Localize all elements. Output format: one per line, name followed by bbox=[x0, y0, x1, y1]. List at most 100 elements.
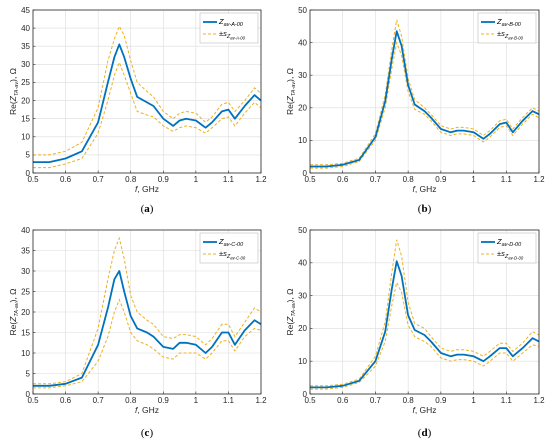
y-tick-label: 10 bbox=[298, 357, 307, 366]
y-tick-label: 0 bbox=[26, 390, 31, 399]
series-mean bbox=[310, 260, 540, 389]
y-tick-label: 5 bbox=[26, 369, 31, 378]
panel-caption: (a) bbox=[141, 203, 154, 215]
y-tick-label: 50 bbox=[298, 226, 307, 235]
x-tick-label: 1 bbox=[194, 175, 199, 184]
x-tick-label: 1.1 bbox=[223, 396, 235, 405]
y-tick-label: 5 bbox=[26, 151, 31, 160]
x-tick-label: 0.5 bbox=[304, 396, 316, 405]
y-tick-label: 30 bbox=[21, 60, 30, 69]
series-upper-band bbox=[310, 239, 540, 387]
y-tick-label: 0 bbox=[303, 390, 308, 399]
y-tick-label: 30 bbox=[298, 291, 307, 300]
legend-box bbox=[477, 12, 537, 44]
series-mean bbox=[33, 270, 262, 387]
x-tick-label: 0.9 bbox=[158, 396, 170, 405]
y-tick-label: 35 bbox=[21, 246, 30, 255]
series-upper-band bbox=[33, 236, 262, 385]
y-tick-label: 35 bbox=[21, 42, 30, 51]
series-mean bbox=[310, 30, 540, 168]
legend-label-band: ±sZav-A-00 bbox=[219, 29, 246, 41]
series-upper-band bbox=[310, 19, 540, 166]
y-axis-label: Re(ZTA-av), Ω bbox=[8, 288, 20, 335]
x-tick-label: 0.8 bbox=[403, 396, 415, 405]
y-tick-label: 30 bbox=[298, 71, 307, 80]
x-tick-label: 1.1 bbox=[501, 396, 513, 405]
axes-frame bbox=[309, 9, 540, 174]
series-lower-band bbox=[33, 61, 262, 169]
x-tick-label: 1.1 bbox=[223, 175, 235, 184]
x-tick-label: 0.6 bbox=[60, 175, 72, 184]
x-tick-label: 1 bbox=[471, 396, 476, 405]
legend: Zav-C-00±sZav-C-00 bbox=[199, 232, 259, 264]
axes-frame bbox=[32, 229, 262, 395]
x-axis-label: f, GHz bbox=[412, 184, 436, 194]
y-axis-label: Re(ZTA-av), Ω bbox=[8, 68, 20, 115]
x-tick-label: 1.2 bbox=[533, 175, 545, 184]
y-tick-label: 15 bbox=[21, 114, 30, 123]
series-lower-band bbox=[310, 40, 540, 169]
legend-label-band: ±sZav-C-00 bbox=[219, 249, 246, 261]
legend-box bbox=[199, 232, 259, 264]
x-tick-label: 0.9 bbox=[435, 175, 447, 184]
panel-caption: (d) bbox=[418, 427, 432, 439]
x-tick-label: 1.2 bbox=[533, 396, 545, 405]
x-tick-label: 0.9 bbox=[158, 175, 170, 184]
axes-frame bbox=[32, 9, 262, 174]
y-tick-label: 20 bbox=[21, 96, 30, 105]
legend-label-mean: Zav-B-00 bbox=[496, 17, 522, 28]
y-tick-label: 45 bbox=[21, 6, 30, 15]
x-axis-label: f, GHz bbox=[135, 184, 159, 194]
y-tick-label: 10 bbox=[298, 136, 307, 145]
y-tick-label: 20 bbox=[298, 104, 307, 113]
legend: Zav-A-00±sZav-A-00 bbox=[199, 12, 259, 44]
legend-box bbox=[477, 232, 537, 264]
y-tick-label: 40 bbox=[21, 24, 30, 33]
chart-panel-3: 0 5 10 15 20 25 30 35 40 0.5 0.6 0.7 0.8 0.9 1 1.1 1.2 f,… bbox=[8, 226, 267, 439]
x-tick-label: 0.6 bbox=[337, 396, 349, 405]
y-tick-label: 20 bbox=[298, 324, 307, 333]
x-tick-label: 0.8 bbox=[403, 175, 415, 184]
x-tick-label: 0.5 bbox=[304, 175, 316, 184]
x-tick-label: 0.6 bbox=[337, 175, 349, 184]
legend-label-mean: Zav-A-00 bbox=[218, 17, 244, 28]
x-tick-label: 0.6 bbox=[60, 396, 72, 405]
x-axis-label: f, GHz bbox=[135, 405, 159, 415]
legend-label-band: ±sZav-B-00 bbox=[497, 29, 524, 41]
y-tick-label: 0 bbox=[303, 169, 308, 178]
series-lower-band bbox=[33, 298, 262, 389]
legend: Zav-B-00±sZav-B-00 bbox=[477, 12, 537, 44]
x-tick-label: 1.2 bbox=[255, 396, 267, 405]
panel-caption: (b) bbox=[418, 203, 432, 215]
y-tick-label: 10 bbox=[21, 349, 30, 358]
y-tick-label: 40 bbox=[298, 259, 307, 268]
legend-label-mean: Zav-C-00 bbox=[218, 237, 244, 248]
x-tick-label: 1.1 bbox=[501, 175, 513, 184]
y-tick-label: 50 bbox=[298, 6, 307, 15]
x-tick-label: 0.7 bbox=[93, 175, 105, 184]
y-axis-label: Re(ZTA-av), Ω bbox=[285, 288, 297, 335]
y-tick-label: 40 bbox=[21, 226, 30, 235]
x-tick-label: 0.7 bbox=[370, 175, 382, 184]
series-mean bbox=[33, 43, 262, 163]
x-tick-label: 0.9 bbox=[435, 396, 447, 405]
chart-panel-2: 0 10 20 30 40 50 0.5 0.6 0.7 0.8 0.9 1 1.1 1.2 f, GHz R… bbox=[285, 6, 545, 215]
x-axis-label: f, GHz bbox=[412, 405, 436, 415]
y-tick-label: 25 bbox=[21, 287, 30, 296]
axes-frame bbox=[309, 229, 540, 395]
y-tick-label: 30 bbox=[21, 267, 30, 276]
chart-panel-1: 0 5 10 15 20 25 30 35 40 45 0.5 0.6 0.7 0.8 0.9 1 1.1 1.2… bbox=[8, 6, 267, 215]
legend-label-band: ±sZav-D-00 bbox=[497, 249, 524, 261]
x-tick-label: 0.8 bbox=[125, 396, 137, 405]
legend-label-mean: Zav-D-00 bbox=[496, 237, 522, 248]
x-tick-label: 0.7 bbox=[93, 396, 105, 405]
series-upper-band bbox=[33, 25, 262, 156]
x-tick-label: 0.7 bbox=[370, 396, 382, 405]
legend-box bbox=[199, 12, 259, 44]
x-tick-label: 0.5 bbox=[27, 175, 39, 184]
y-tick-label: 40 bbox=[298, 38, 307, 47]
x-tick-label: 1 bbox=[194, 396, 199, 405]
x-tick-label: 0.8 bbox=[125, 175, 137, 184]
y-axis-label: Re(ZTA-av), Ω bbox=[285, 68, 297, 115]
